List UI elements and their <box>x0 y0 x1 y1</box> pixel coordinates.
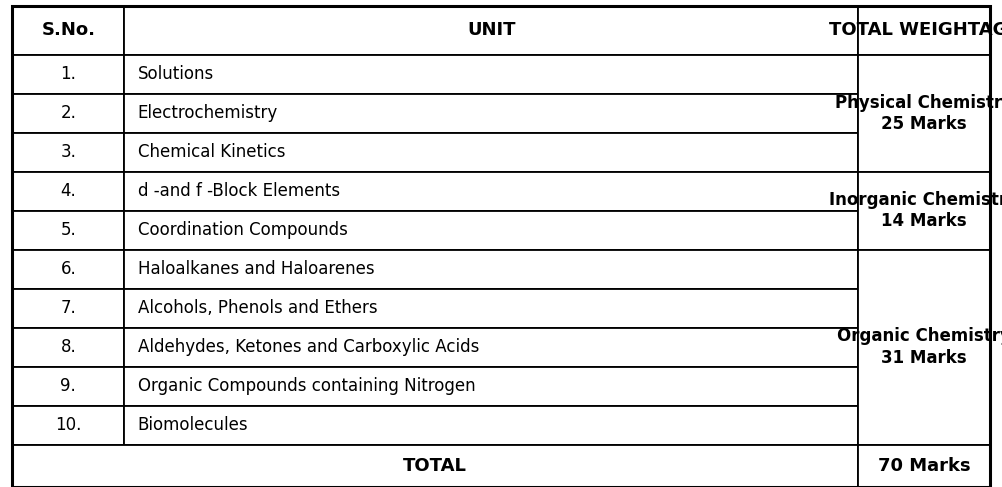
Bar <box>12 367 124 406</box>
Bar <box>12 55 124 94</box>
Bar <box>12 94 124 133</box>
Bar <box>858 250 990 445</box>
Bar <box>124 6 858 55</box>
Bar <box>12 172 124 211</box>
Text: Aldehydes, Ketones and Carboxylic Acids: Aldehydes, Ketones and Carboxylic Acids <box>137 338 479 356</box>
Text: Chemical Kinetics: Chemical Kinetics <box>137 143 285 161</box>
Bar <box>124 328 858 367</box>
Text: Physical Chemistry: Physical Chemistry <box>835 94 1002 112</box>
Bar <box>12 328 124 367</box>
Text: Inorganic Chemistry: Inorganic Chemistry <box>830 191 1002 209</box>
Text: Electrochemistry: Electrochemistry <box>137 104 278 122</box>
Text: 25 Marks: 25 Marks <box>881 115 967 133</box>
Text: TOTAL: TOTAL <box>403 457 467 475</box>
Text: 2.: 2. <box>60 104 76 122</box>
Text: 14 Marks: 14 Marks <box>881 212 967 230</box>
Bar <box>124 55 858 94</box>
Bar <box>124 94 858 133</box>
Bar <box>12 289 124 328</box>
Text: Biomolecules: Biomolecules <box>137 416 248 434</box>
Text: d -and f -Block Elements: d -and f -Block Elements <box>137 182 340 200</box>
Text: 8.: 8. <box>60 338 76 356</box>
Text: 5.: 5. <box>60 221 76 239</box>
Text: Coordination Compounds: Coordination Compounds <box>137 221 348 239</box>
Text: 3.: 3. <box>60 143 76 161</box>
Bar <box>124 406 858 445</box>
Bar <box>12 250 124 289</box>
Text: 6.: 6. <box>60 260 76 278</box>
Text: Solutions: Solutions <box>137 65 213 83</box>
Bar <box>12 6 124 55</box>
Bar <box>124 172 858 211</box>
Text: Haloalkanes and Haloarenes: Haloalkanes and Haloarenes <box>137 260 374 278</box>
Bar <box>858 172 990 250</box>
Bar <box>12 133 124 172</box>
Bar <box>124 250 858 289</box>
Text: Organic Chemistry: Organic Chemistry <box>837 327 1002 345</box>
Text: 7.: 7. <box>60 299 76 317</box>
Bar <box>124 367 858 406</box>
Text: TOTAL WEIGHTAGE: TOTAL WEIGHTAGE <box>829 21 1002 39</box>
Text: 9.: 9. <box>60 377 76 395</box>
Bar <box>858 6 990 55</box>
Text: 1.: 1. <box>60 65 76 83</box>
Bar <box>858 445 990 487</box>
Text: Organic Compounds containing Nitrogen: Organic Compounds containing Nitrogen <box>137 377 475 395</box>
Bar <box>124 211 858 250</box>
Text: S.No.: S.No. <box>41 21 95 39</box>
Text: 70 Marks: 70 Marks <box>878 457 970 475</box>
Bar <box>12 445 858 487</box>
Bar <box>12 406 124 445</box>
Text: UNIT: UNIT <box>467 21 515 39</box>
Bar <box>12 211 124 250</box>
Text: 4.: 4. <box>60 182 76 200</box>
Text: 31 Marks: 31 Marks <box>881 349 967 367</box>
Bar <box>858 55 990 172</box>
Text: Alcohols, Phenols and Ethers: Alcohols, Phenols and Ethers <box>137 299 377 317</box>
Text: 10.: 10. <box>55 416 81 434</box>
Bar <box>124 133 858 172</box>
Bar <box>124 289 858 328</box>
